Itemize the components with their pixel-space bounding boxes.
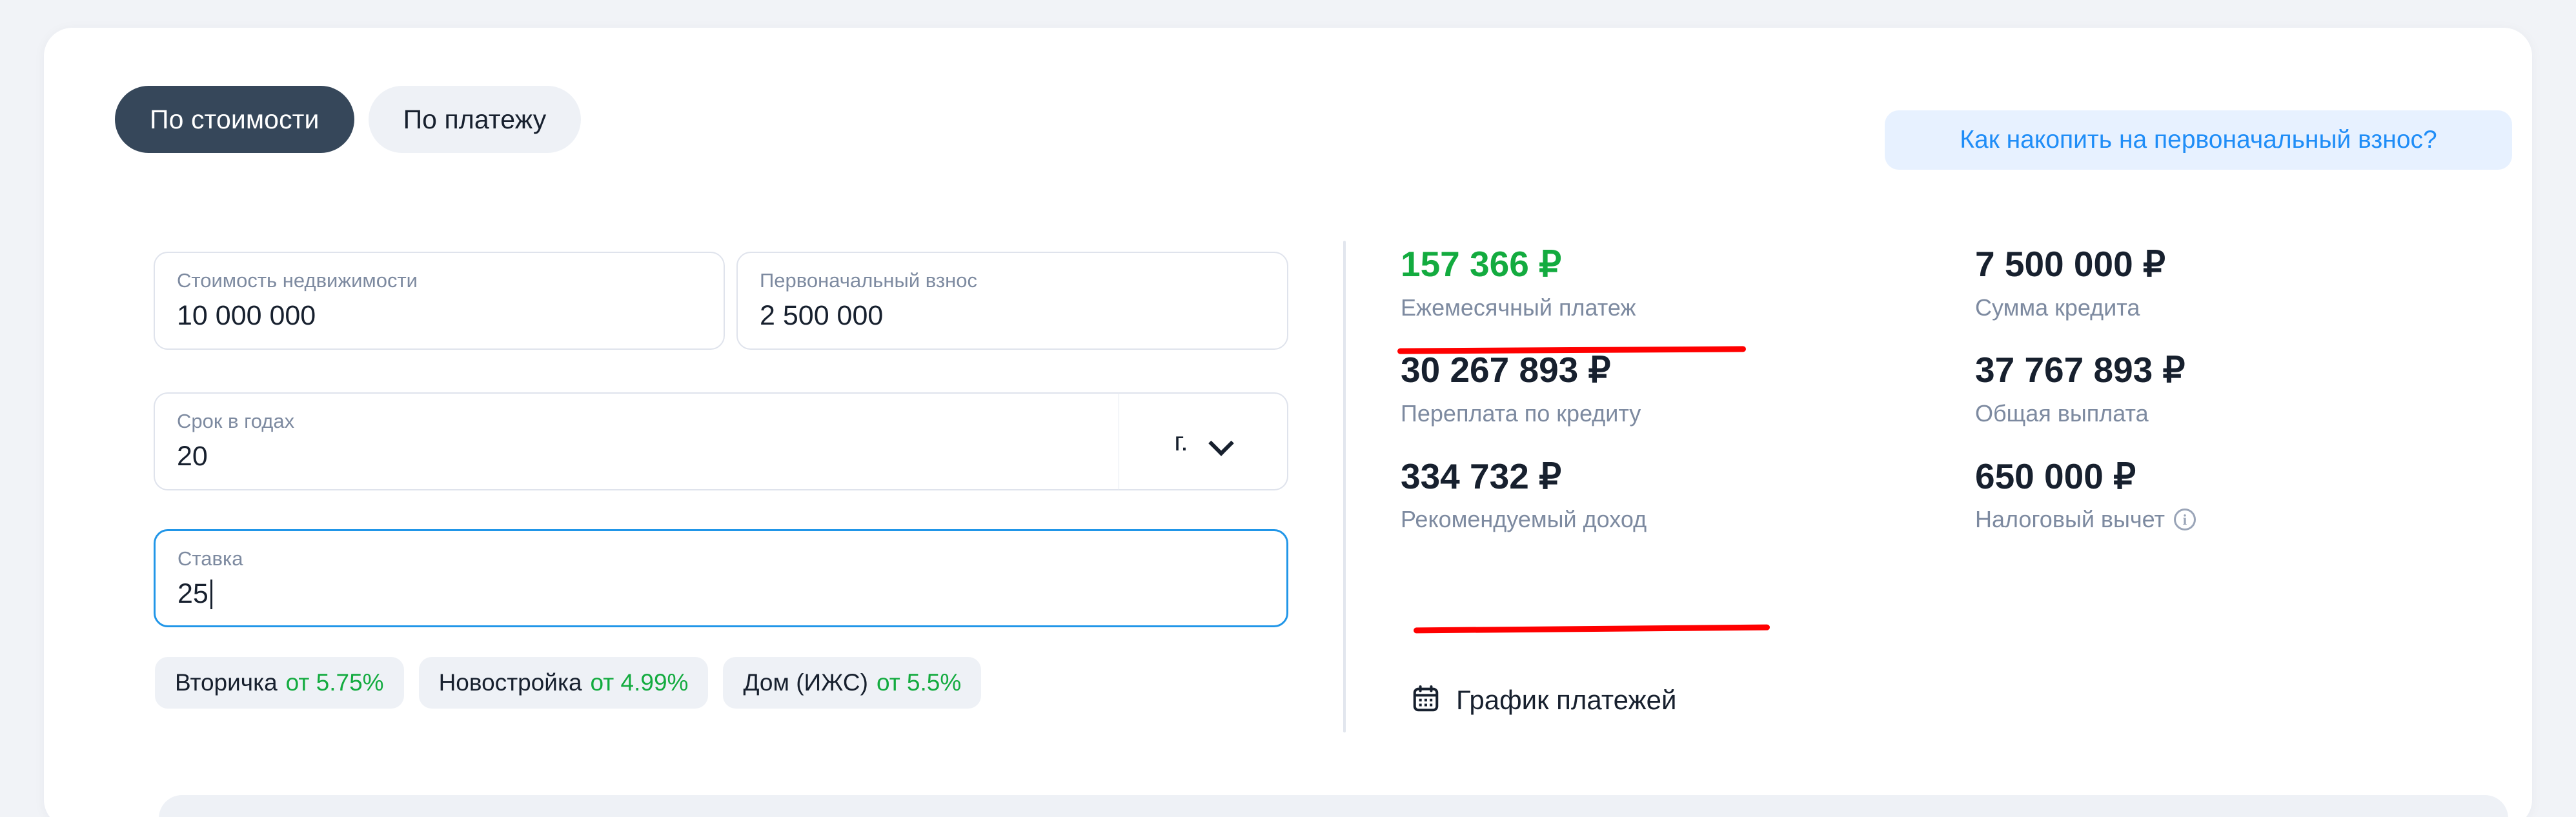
down-payment-savings-link[interactable]: Как накопить на первоначальный взнос? <box>1885 110 2512 170</box>
text-cursor <box>210 579 212 609</box>
loan-term-value: 20 <box>177 441 1097 472</box>
panel-divider <box>1343 241 1346 732</box>
term-unit-select[interactable]: г. <box>1119 392 1288 490</box>
bottom-panel <box>159 795 2508 817</box>
results-row: 157 366 ₽ Ежемесячный платеж 7 500 000 ₽… <box>1401 244 2433 321</box>
result-tax-deduction: 650 000 ₽ Налоговый вычет i <box>1975 458 2427 532</box>
chip-label: Новостройка <box>438 669 582 696</box>
down-payment-text: 2 500 000 <box>760 300 884 332</box>
chip-rate: от 5.75% <box>285 669 384 696</box>
result-label-text: Сумма кредита <box>1975 294 2140 321</box>
chip-house-izhs[interactable]: Дом (ИЖС) от 5.5% <box>723 657 982 709</box>
result-label: Ежемесячный платеж <box>1401 295 1975 321</box>
loan-term-field[interactable]: Срок в годах 20 <box>154 392 1119 490</box>
chip-rate: от 4.99% <box>590 669 689 696</box>
interest-rate-value: 25 <box>177 578 1264 610</box>
chevron-down-icon <box>1210 430 1232 452</box>
result-total-payment: 37 767 893 ₽ Общая выплата <box>1975 350 2427 427</box>
property-type-chips: Вторичка от 5.75% Новостройка от 4.99% Д… <box>155 657 982 709</box>
result-value: 650 000 ₽ <box>1975 456 2136 496</box>
down-payment-label: Первоначальный взнос <box>760 269 977 292</box>
chip-new-building[interactable]: Новостройка от 4.99% <box>418 657 709 709</box>
mortgage-calculator-card: По стоимости По платежу Как накопить на … <box>44 28 2532 817</box>
result-value: 334 732 ₽ <box>1401 456 1562 496</box>
result-label-text: Налоговый вычет <box>1975 506 2165 533</box>
result-recommended-income: 334 732 ₽ Рекомендуемый доход <box>1401 458 1975 532</box>
loan-term-label: Срок в годах <box>177 410 295 432</box>
chip-label: Дом (ИЖС) <box>743 669 868 696</box>
results-row: 334 732 ₽ Рекомендуемый доход 650 000 ₽ … <box>1401 458 2433 532</box>
result-label-text: Переплата по кредиту <box>1401 400 1641 427</box>
result-label-text: Ежемесячный платеж <box>1401 294 1636 321</box>
result-label: Сумма кредита <box>1975 295 2427 321</box>
result-value: 37 767 893 ₽ <box>1975 350 2186 390</box>
info-icon[interactable]: i <box>2174 509 2196 531</box>
result-monthly-payment: 157 366 ₽ Ежемесячный платеж <box>1401 244 1975 321</box>
annotation-underline-recommended-income <box>1413 624 1770 634</box>
interest-rate-label: Ставка <box>177 547 243 570</box>
result-value: 157 366 ₽ <box>1401 244 1562 284</box>
result-overpayment: 30 267 893 ₽ Переплата по кредиту <box>1401 350 1975 427</box>
result-label-text: Рекомендуемый доход <box>1401 506 1647 533</box>
interest-rate-field[interactable]: Ставка 25 <box>154 529 1288 627</box>
loan-term-text: 20 <box>177 441 208 472</box>
result-label-text: Общая выплата <box>1975 400 2149 427</box>
payment-schedule-label: График платежей <box>1456 684 1677 715</box>
results-panel: 157 366 ₽ Ежемесячный платеж 7 500 000 ₽… <box>1401 244 2433 564</box>
chip-rate: от 5.5% <box>876 669 962 696</box>
property-cost-label: Стоимость недвижимости <box>177 269 418 292</box>
result-label: Общая выплата <box>1975 401 2427 427</box>
result-value: 7 500 000 ₽ <box>1975 244 2165 284</box>
interest-rate-text: 25 <box>177 578 208 610</box>
calculation-mode-tabs: По стоимости По платежу <box>115 86 582 153</box>
result-label: Рекомендуемый доход <box>1401 507 1975 532</box>
property-cost-value: 10 000 000 <box>177 300 702 332</box>
result-label: Переплата по кредиту <box>1401 401 1975 427</box>
chip-label: Вторичка <box>175 669 278 696</box>
calendar-icon <box>1411 683 1441 716</box>
chip-secondary-housing[interactable]: Вторичка от 5.75% <box>155 657 404 709</box>
down-payment-field[interactable]: Первоначальный взнос 2 500 000 <box>736 252 1288 350</box>
down-payment-value: 2 500 000 <box>760 300 1265 332</box>
result-value: 30 267 893 ₽ <box>1401 350 1611 390</box>
payment-schedule-link[interactable]: График платежей <box>1411 683 1676 716</box>
result-label: Налоговый вычет i <box>1975 507 2427 532</box>
results-row: 30 267 893 ₽ Переплата по кредиту 37 767… <box>1401 350 2433 427</box>
tab-by-cost[interactable]: По стоимости <box>115 86 354 153</box>
tab-by-payment[interactable]: По платежу <box>368 86 582 153</box>
result-loan-amount: 7 500 000 ₽ Сумма кредита <box>1975 244 2427 321</box>
term-unit-value: г. <box>1174 426 1188 456</box>
property-cost-field[interactable]: Стоимость недвижимости 10 000 000 <box>154 252 725 350</box>
property-cost-text: 10 000 000 <box>177 300 316 332</box>
